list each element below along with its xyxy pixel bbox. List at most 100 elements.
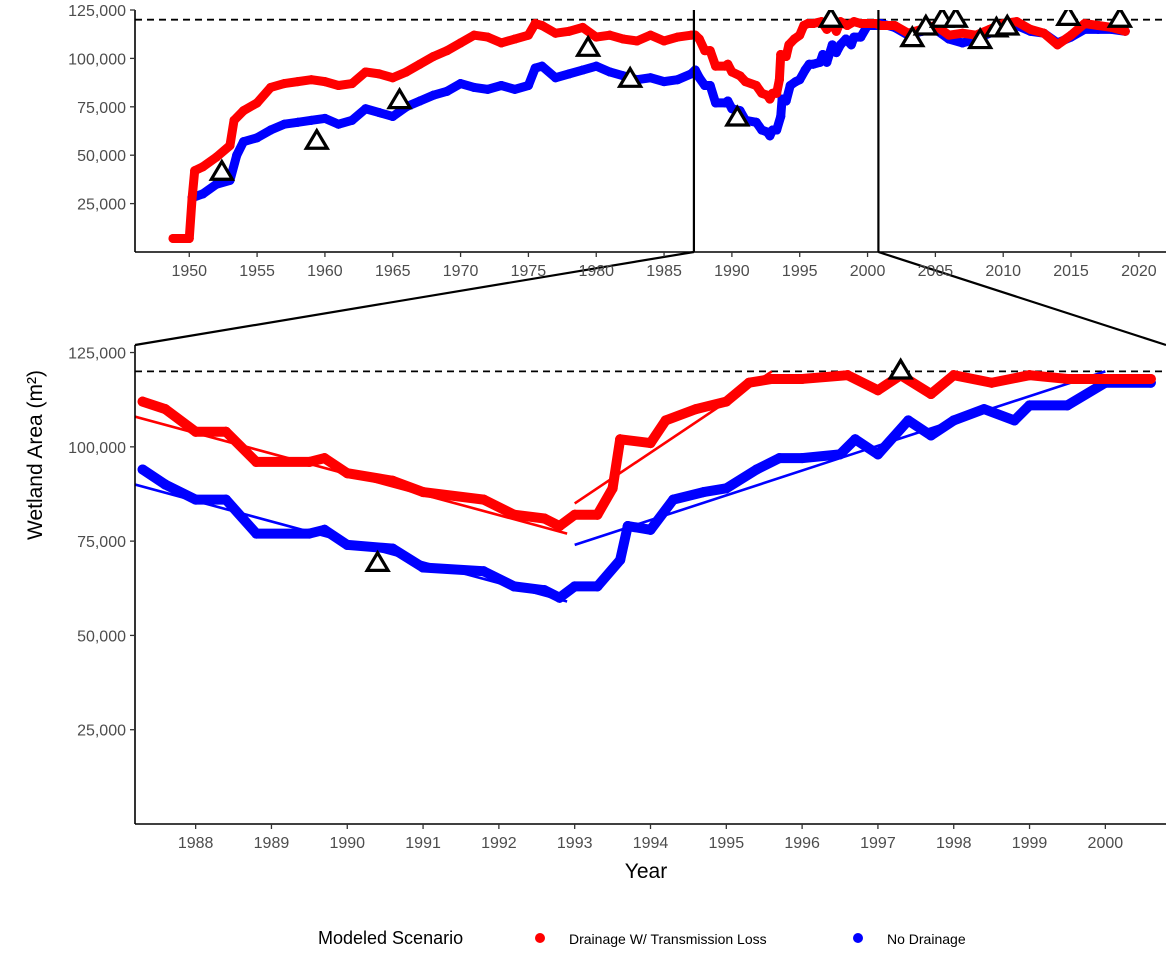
top-x-tick-label-8: 1990: [714, 263, 750, 280]
zoom-connector-lines: [134, 250, 1166, 347]
top-x-tick-label-14: 2020: [1121, 263, 1157, 280]
legend-label-drainage: Drainage W/ Transmission Loss: [569, 931, 767, 947]
top-x-tick-label-0: 1950: [171, 263, 207, 280]
zoom-y-tick-label-2: 75,000: [77, 534, 126, 551]
zoom-x-tick-label-8: 1996: [784, 835, 820, 852]
top-observation-2: [386, 86, 413, 110]
zoom-segment-series-0-8: [387, 475, 429, 498]
y-axis-title: Wetland Area (m²): [24, 370, 47, 540]
top-data-layer: [168, 10, 1134, 252]
zoom-x-tick-label-7: 1995: [709, 835, 745, 852]
top-observation-10: [942, 10, 969, 28]
zoom-segment-series-0-20: [690, 396, 732, 415]
zoom-x-tick-label-11: 1999: [1012, 835, 1048, 852]
x-axis-title: Year: [625, 860, 667, 883]
legend: Modeled Scenario Drainage W/ Transmissio…: [318, 928, 966, 948]
top-y-tick-label-0: 25,000: [77, 197, 126, 214]
zoom-segment-series-0-11: [509, 509, 550, 524]
zoom-segment-series-0-30: [986, 370, 1035, 388]
top-observation-1: [303, 127, 331, 150]
zoom-connector-left: [134, 250, 695, 347]
top-observation-11: [966, 26, 994, 50]
zoom-x-tick-label-0: 1988: [178, 835, 214, 852]
zoom-observation-0: [364, 549, 391, 572]
zoom-segment-series-0-9: [418, 487, 489, 505]
top-y-tick-label-2: 75,000: [77, 100, 126, 117]
zoom-trend-series-1-0: [135, 483, 568, 603]
zoom-segment-series-0-31: [1024, 370, 1073, 384]
zoom-x-tick-label-5: 1993: [557, 835, 593, 852]
zoom-x-tick-label-4: 1992: [481, 835, 517, 852]
zoom-x-tick-label-1: 1989: [254, 835, 290, 852]
zoom-segment-series-0-7: [342, 468, 398, 486]
top-x-tick-label-12: 2010: [985, 263, 1021, 280]
top-observation-3: [574, 34, 602, 57]
zoom-x-tick-label-10: 1998: [936, 835, 972, 852]
zoom-segment-series-1-15: [592, 554, 626, 592]
zoom-y-tick-label-0: 25,000: [77, 723, 126, 740]
top-x-tick-label-10: 2000: [850, 263, 886, 280]
zoom-segment-series-0-17: [615, 434, 656, 449]
zoom-segment-series-1-34: [1062, 377, 1111, 411]
top-observation-5: [724, 104, 751, 127]
zoom-segment-series-1-1: [160, 479, 201, 505]
top-observation-0: [208, 158, 236, 181]
top-x-tick-label-9: 1995: [782, 263, 818, 280]
top-observation-4: [616, 65, 644, 88]
top-x-tick-label-7: 1985: [646, 263, 682, 280]
zoom-segment-series-0-15: [592, 483, 618, 520]
zoom-segment-series-0-19: [660, 404, 701, 426]
zoom-segment-series-0-29: [948, 370, 997, 388]
top-y-tick-label-1: 50,000: [77, 148, 126, 165]
top-observation-6: [817, 10, 845, 28]
zoom-segment-series-1-21: [721, 464, 762, 494]
top-x-tick-label-4: 1970: [443, 263, 479, 280]
zoom-segment-series-1-16: [615, 521, 633, 565]
top-x-tick-label-2: 1960: [307, 263, 343, 280]
top-panel-full-record: 25,000 50,000 75,000 100,000 125,000 1950 1955…: [68, 3, 1166, 280]
top-y-tick-label-3: 100,000: [68, 51, 126, 68]
top-segment-series-0-2: [187, 166, 200, 205]
zoom-data-layer: [135, 357, 1156, 603]
zoom-x-tick-label-12: 2000: [1088, 835, 1124, 852]
zoom-y-tick-label-1: 50,000: [77, 628, 126, 645]
zoom-trend-series-0-1: [573, 370, 773, 505]
zoom-x-tick-label-6: 1994: [633, 835, 669, 852]
zoom-segment-series-0-16: [607, 434, 626, 494]
top-observation-13: [994, 13, 1021, 36]
zoom-segment-series-1-19: [668, 487, 709, 505]
top-point-series-0-96: [1120, 26, 1130, 36]
top-observation-7: [899, 24, 926, 48]
zoom-segment-series-1-31: [979, 404, 1020, 426]
zoom-segment-series-0-24: [797, 370, 853, 384]
zoom-segment-series-1-3: [220, 494, 262, 539]
zoom-segment-series-1-7: [342, 539, 398, 554]
top-x-tick-label-6: 1980: [578, 263, 614, 280]
zoom-x-tick-label-9: 1997: [860, 835, 896, 852]
zoom-segment-series-1-18: [645, 494, 679, 535]
zoom-point-series-0-34: [1145, 373, 1156, 384]
zoom-segment-series-0-25: [842, 370, 883, 396]
legend-key-drainage: [535, 933, 545, 943]
top-x-tick-label-11: 2005: [918, 263, 954, 280]
zoom-segment-series-0-1: [160, 404, 201, 437]
zoom-segment-series-1-11: [509, 581, 550, 596]
bottom-panel-zoom: 25,000 50,000 75,000 100,000 125,000 1988 1989…: [68, 345, 1166, 852]
zoom-y-tick-label-3: 100,000: [68, 440, 126, 457]
zoom-connector-right: [878, 250, 1166, 347]
top-y-tick-label-4: 125,000: [68, 3, 126, 20]
zoom-observation-1: [887, 357, 914, 380]
zoom-segment-series-0-3: [220, 426, 262, 467]
zoom-trend-series-0-0: [135, 415, 568, 535]
zoom-trend-series-1-1: [574, 370, 1106, 547]
legend-key-no-drainage: [853, 933, 863, 943]
top-x-tick-label-13: 2015: [1053, 263, 1089, 280]
top-x-tick-label-5: 1975: [511, 263, 547, 280]
legend-label-no-drainage: No Drainage: [887, 931, 966, 947]
zoom-segment-series-1-10: [478, 566, 520, 592]
legend-title: Modeled Scenario: [318, 928, 463, 948]
top-x-tick-label-3: 1965: [375, 263, 411, 280]
top-x-tick-label-1: 1955: [239, 263, 275, 280]
top-segment-series-0-1: [184, 195, 197, 243]
